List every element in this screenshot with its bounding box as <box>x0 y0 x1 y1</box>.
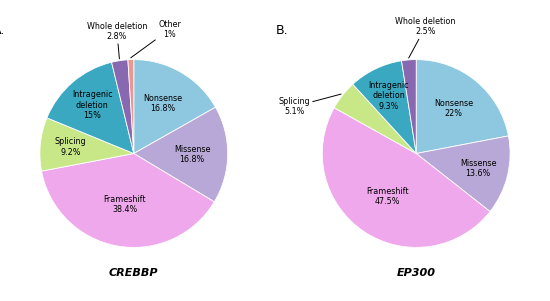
Text: Missense
16.8%: Missense 16.8% <box>174 144 210 164</box>
Wedge shape <box>416 60 508 154</box>
Wedge shape <box>47 62 134 154</box>
Text: Nonsense
22%: Nonsense 22% <box>434 99 473 118</box>
Text: Intragenic
deletion
15%: Intragenic deletion 15% <box>72 90 113 120</box>
Wedge shape <box>42 154 214 247</box>
Text: Whole deletion
2.8%: Whole deletion 2.8% <box>87 22 147 59</box>
Wedge shape <box>334 84 416 154</box>
Wedge shape <box>40 118 134 171</box>
Wedge shape <box>128 60 134 154</box>
Text: Missense
13.6%: Missense 13.6% <box>460 159 497 178</box>
Text: Splicing
9.2%: Splicing 9.2% <box>54 137 86 157</box>
Text: A.: A. <box>0 24 5 37</box>
Wedge shape <box>134 107 228 202</box>
Wedge shape <box>134 60 216 154</box>
Wedge shape <box>402 60 416 154</box>
Wedge shape <box>322 108 490 247</box>
Text: Intragenic
deletion
9.3%: Intragenic deletion 9.3% <box>368 81 409 111</box>
Wedge shape <box>353 61 416 154</box>
Text: Other
1%: Other 1% <box>131 20 181 58</box>
Text: CREBBP: CREBBP <box>109 268 158 278</box>
Wedge shape <box>112 60 134 154</box>
Text: Frameshift
38.4%: Frameshift 38.4% <box>103 195 146 214</box>
Text: Whole deletion
2.5%: Whole deletion 2.5% <box>395 17 456 58</box>
Text: Frameshift
47.5%: Frameshift 47.5% <box>366 187 409 206</box>
Text: B.: B. <box>276 24 288 37</box>
Text: Splicing
5.1%: Splicing 5.1% <box>278 94 341 116</box>
Text: Nonsense
16.8%: Nonsense 16.8% <box>144 94 183 113</box>
Text: EP300: EP300 <box>397 268 436 278</box>
Wedge shape <box>416 136 510 212</box>
